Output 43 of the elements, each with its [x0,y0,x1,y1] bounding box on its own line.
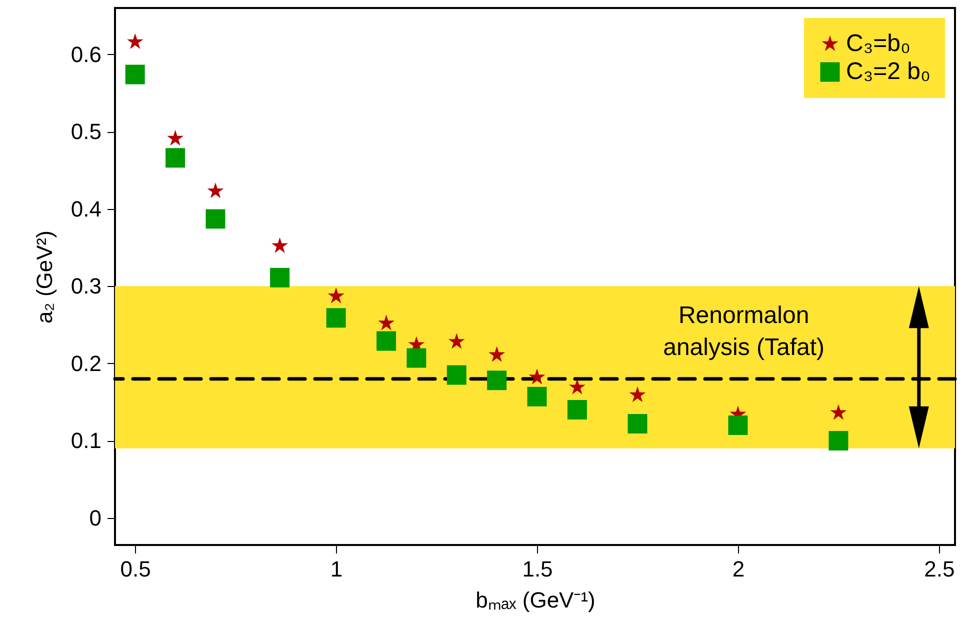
point [125,64,145,84]
y-axis-title: a₂ (GeV²) [32,230,57,324]
point [406,348,426,368]
point [629,386,646,402]
x-tick-label: 0.5 [120,556,151,582]
point [272,237,288,253]
point [328,288,344,304]
point [448,333,465,349]
point [830,404,847,420]
point [828,430,848,450]
point [567,400,587,420]
point [568,378,586,394]
point [628,414,648,434]
point [376,331,396,351]
y-tick-label: 0 [89,505,102,530]
point [126,33,144,50]
point [728,415,748,435]
point [270,268,290,288]
x-axis-title: bₘₐₓ (GeV⁻¹) [476,588,596,612]
y-tick-label: 0.5 [70,119,102,144]
point [206,209,226,229]
legend-label: C₃=2 b₀ [846,58,930,85]
point [446,365,466,385]
point [488,346,506,362]
x-tick-label: 1.5 [522,556,553,582]
point [166,148,186,168]
point [378,314,395,330]
point [167,130,184,146]
y-tick-label: 0.1 [70,428,102,454]
y-tick-label: 0.6 [70,42,102,67]
point [528,368,546,384]
x-tick-label: 1 [330,556,343,582]
y-tick-label: 0.3 [70,274,102,299]
point [527,386,547,406]
y-tick-label: 0.2 [70,350,102,376]
x-tick-label: 2 [732,556,745,582]
x-tick-label: 2.5 [924,556,955,582]
point [487,370,507,390]
legend-label: C₃=b₀ [846,30,910,57]
y-tick-label: 0.4 [70,196,102,222]
band-label: Renormalon analysis (Tafat) [663,302,824,362]
point [326,308,346,328]
point [207,182,224,198]
